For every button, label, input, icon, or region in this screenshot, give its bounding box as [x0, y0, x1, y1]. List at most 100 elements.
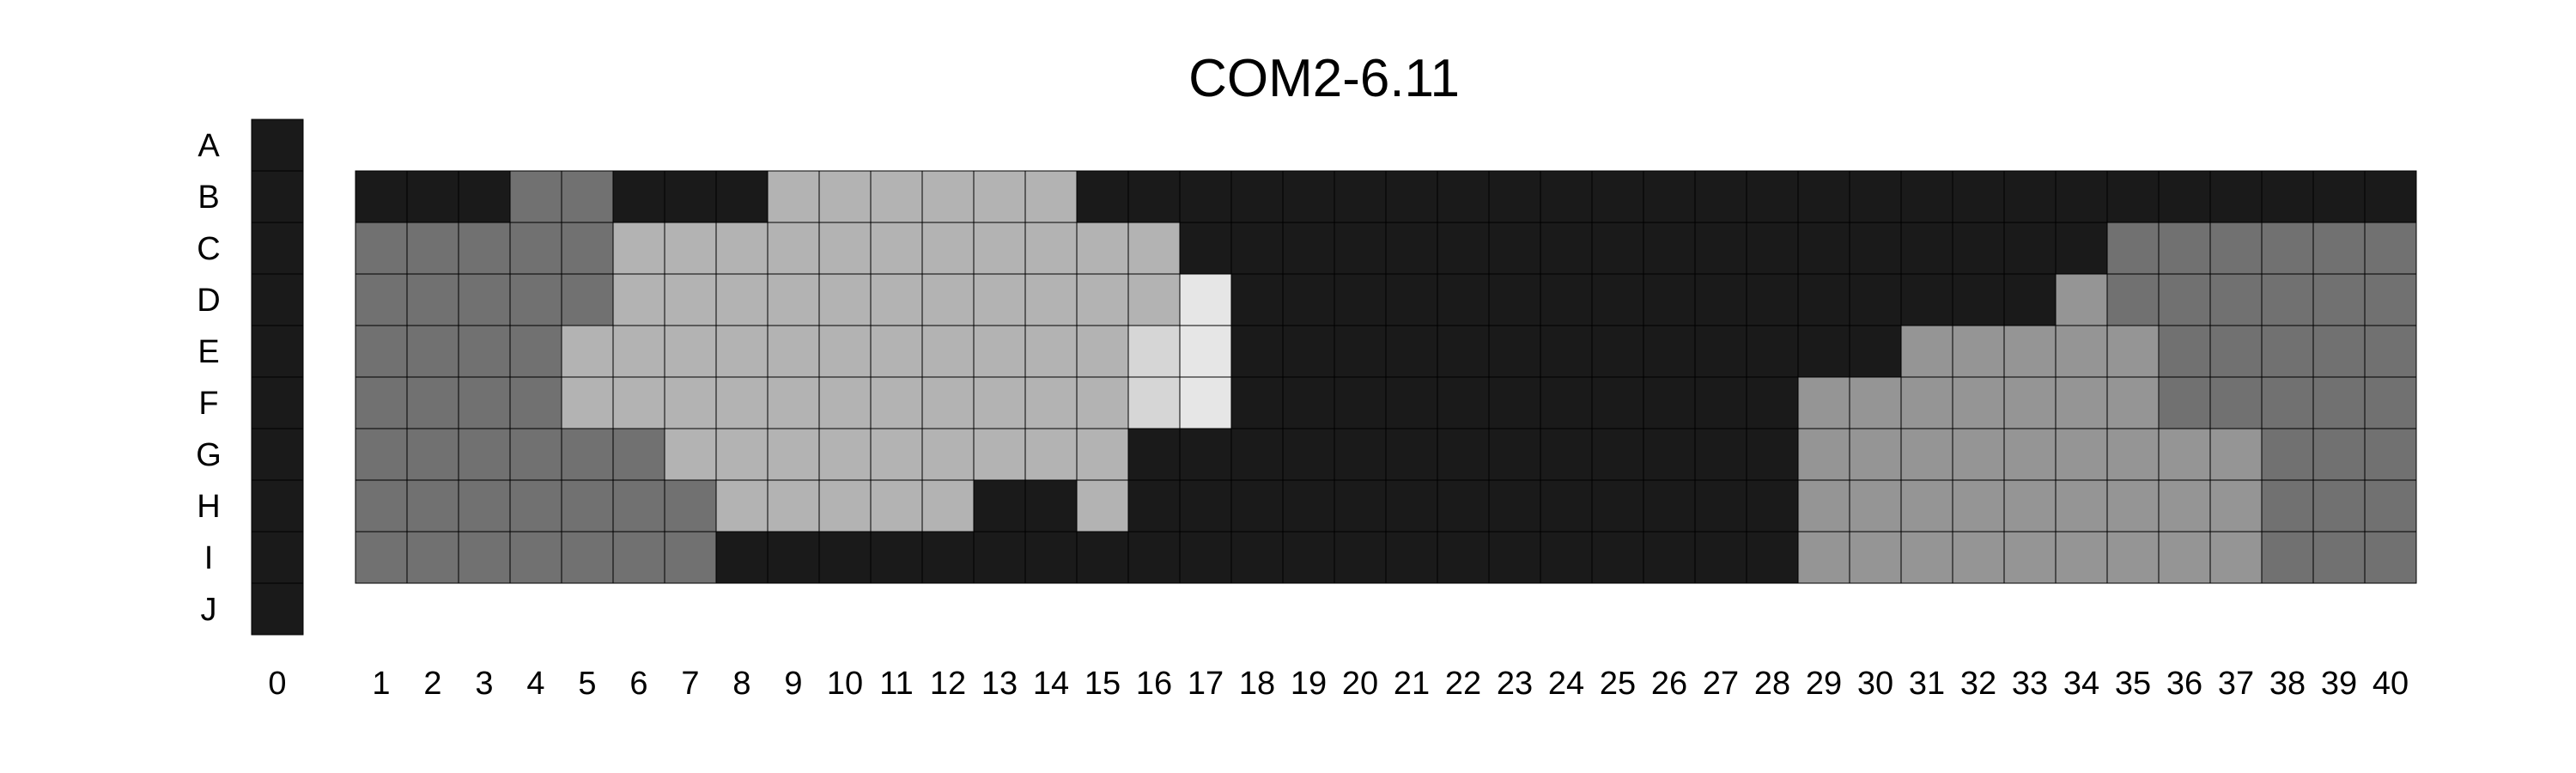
cell-e-33: [2003, 325, 2057, 378]
cell-b-19: [1282, 170, 1335, 223]
cell-c-22: [1437, 222, 1490, 275]
cell-d-37: [2209, 273, 2263, 326]
col-label-4: 4: [526, 666, 544, 702]
cell-e-32: [1952, 325, 2005, 378]
cell-e-17: [1179, 325, 1232, 378]
row-label-i: I: [204, 540, 214, 576]
col-label-25: 25: [1600, 666, 1636, 702]
col-label-0: 0: [268, 666, 286, 702]
col-label-10: 10: [827, 666, 863, 702]
cell-g-0: [251, 428, 304, 481]
cell-h-38: [2261, 479, 2314, 533]
col-label-27: 27: [1703, 666, 1739, 702]
cell-b-34: [2055, 170, 2108, 223]
col-label-5: 5: [578, 666, 596, 702]
cell-e-1: [355, 325, 408, 378]
cell-b-9: [767, 170, 820, 223]
cell-i-34: [2055, 531, 2108, 584]
cell-d-29: [1797, 273, 1850, 326]
col-label-21: 21: [1394, 666, 1430, 702]
cell-f-35: [2106, 376, 2160, 429]
cell-g-14: [1024, 428, 1078, 481]
cell-d-38: [2261, 273, 2314, 326]
cell-h-1: [355, 479, 408, 533]
cell-g-6: [612, 428, 665, 481]
cell-i-26: [1643, 531, 1696, 584]
cell-c-11: [870, 222, 923, 275]
col-label-32: 32: [1960, 666, 1996, 702]
cell-h-30: [1849, 479, 1902, 533]
col-label-23: 23: [1497, 666, 1533, 702]
cell-g-21: [1385, 428, 1438, 481]
cell-c-7: [664, 222, 717, 275]
row-label-g: G: [196, 437, 222, 473]
cell-f-39: [2312, 376, 2366, 429]
cell-g-3: [458, 428, 511, 481]
cell-c-36: [2158, 222, 2211, 275]
cell-g-13: [973, 428, 1026, 481]
cell-f-12: [921, 376, 975, 429]
cell-e-26: [1643, 325, 1696, 378]
col-label-2: 2: [423, 666, 441, 702]
cell-h-36: [2158, 479, 2211, 533]
col-label-8: 8: [732, 666, 750, 702]
cell-h-10: [818, 479, 872, 533]
cell-d-5: [561, 273, 614, 326]
cell-e-19: [1282, 325, 1335, 378]
cell-i-27: [1694, 531, 1747, 584]
cell-b-13: [973, 170, 1026, 223]
cell-e-6: [612, 325, 665, 378]
cell-f-22: [1437, 376, 1490, 429]
cell-g-9: [767, 428, 820, 481]
cell-d-0: [251, 273, 304, 326]
cell-f-18: [1230, 376, 1284, 429]
cell-h-9: [767, 479, 820, 533]
row-label-c: C: [197, 231, 220, 267]
cell-d-28: [1746, 273, 1799, 326]
cell-f-17: [1179, 376, 1232, 429]
col-label-11: 11: [879, 666, 913, 702]
cell-b-0: [251, 170, 304, 223]
cell-h-29: [1797, 479, 1850, 533]
cell-b-40: [2364, 170, 2417, 223]
cell-e-40: [2364, 325, 2417, 378]
col-label-12: 12: [930, 666, 966, 702]
col-label-7: 7: [681, 666, 699, 702]
cell-b-18: [1230, 170, 1284, 223]
cell-e-13: [973, 325, 1026, 378]
cell-d-4: [509, 273, 562, 326]
cell-e-5: [561, 325, 614, 378]
cell-c-26: [1643, 222, 1696, 275]
cell-h-11: [870, 479, 923, 533]
cell-h-6: [612, 479, 665, 533]
cell-i-30: [1849, 531, 1902, 584]
cell-c-32: [1952, 222, 2005, 275]
cell-f-38: [2261, 376, 2314, 429]
cell-g-5: [561, 428, 614, 481]
cell-c-34: [2055, 222, 2108, 275]
cell-h-32: [1952, 479, 2005, 533]
cell-b-26: [1643, 170, 1696, 223]
col-label-13: 13: [981, 666, 1018, 702]
cell-i-21: [1385, 531, 1438, 584]
cell-b-24: [1540, 170, 1593, 223]
col-label-31: 31: [1909, 666, 1945, 702]
cell-f-36: [2158, 376, 2211, 429]
cell-h-26: [1643, 479, 1696, 533]
cell-c-19: [1282, 222, 1335, 275]
col-label-30: 30: [1857, 666, 1893, 702]
cell-h-17: [1179, 479, 1232, 533]
col-label-14: 14: [1033, 666, 1069, 702]
cell-c-17: [1179, 222, 1232, 275]
cell-c-20: [1334, 222, 1387, 275]
cell-f-30: [1849, 376, 1902, 429]
cell-d-25: [1591, 273, 1644, 326]
cell-h-16: [1127, 479, 1181, 533]
cell-e-21: [1385, 325, 1438, 378]
cell-i-8: [715, 531, 769, 584]
cell-d-3: [458, 273, 511, 326]
cell-f-20: [1334, 376, 1387, 429]
cell-g-25: [1591, 428, 1644, 481]
col-label-18: 18: [1239, 666, 1275, 702]
cell-f-27: [1694, 376, 1747, 429]
